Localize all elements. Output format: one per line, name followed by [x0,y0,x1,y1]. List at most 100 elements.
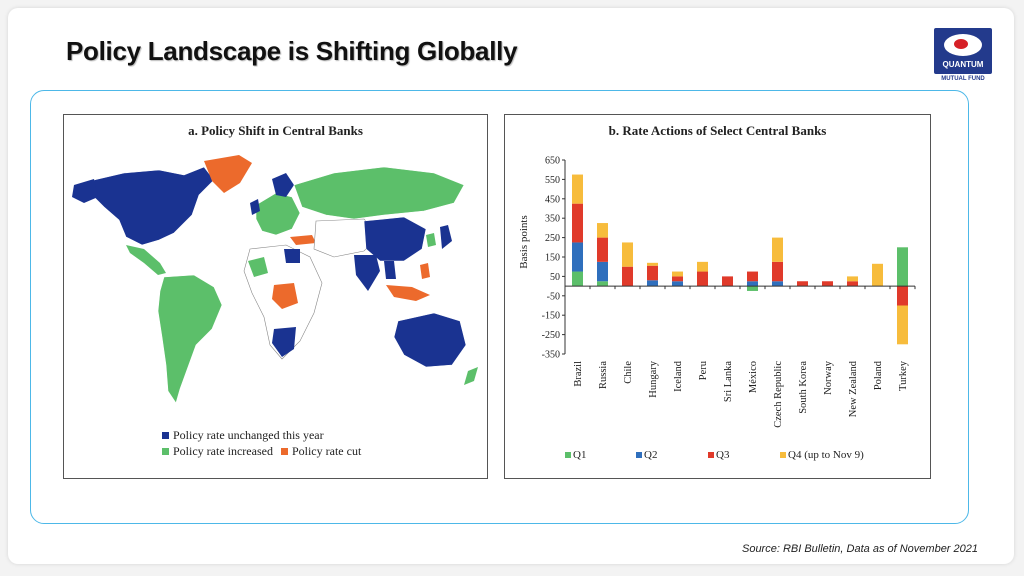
legend-label-unchanged: Policy rate unchanged this year [173,427,324,442]
bar-iceland-q2 [672,281,683,287]
legend-label-q2: Q2 [644,449,657,461]
legend-swatch-q4 [780,452,786,458]
world-map [72,155,478,404]
map-thailand [384,261,396,279]
x-tick-label: Chile [623,361,634,384]
y-tick-label: 250 [545,233,560,244]
map-japan [440,225,452,249]
bar-czech-republic-q4 [772,237,783,262]
y-axis-label: Basis points [518,215,530,268]
bar-sri-lanka-q3 [722,276,733,287]
map-new-zealand [464,367,478,385]
legend-label-q1: Q1 [573,449,586,461]
y-tick-label: 650 [545,156,560,167]
bar-brazil-q1 [572,271,583,287]
bar-czech-republic-q2 [772,281,783,287]
legend-swatch-increased [162,447,169,455]
map-china [363,216,427,262]
bar-brazil-q2 [572,242,583,272]
y-tick-label: -350 [542,350,560,361]
bar-mexico-q1 [747,286,758,291]
x-tick-label: Czech Republic [773,361,784,428]
bar-new-zealand-q4 [847,276,858,282]
bar-brazil-q3 [572,203,583,243]
bar-russia-q2 [597,261,608,282]
map-legend: Policy rate unchanged this year Policy r… [162,427,361,459]
map-central-america [126,245,166,275]
bar-turkey-q3 [897,286,908,306]
x-tick-label: New Zealand [848,360,859,417]
y-tick-label: 450 [545,194,560,205]
y-tick-label: -50 [547,291,560,302]
logo-name: QUANTUM [942,60,984,69]
map-europe [255,192,301,236]
bar-russia-q3 [597,237,608,262]
rate-actions-chart: 650 550 450 350 250 150 50 -50 -150 -250 -350 Basis… [518,156,916,461]
map-korea [426,233,436,247]
map-north-america [91,166,215,246]
map-central-asia [313,218,381,258]
x-tick-label: Turkey [898,360,909,391]
bar-south-korea-q3 [797,281,808,287]
bar-hungary-q2 [647,280,658,287]
legend-item-increased-cut: Policy rate increased Policy rate cut [162,443,361,459]
y-tick-label: 550 [545,175,560,186]
bar-norway-q3 [822,281,833,287]
y-tick-label: -250 [542,330,560,341]
map-turkey [290,235,316,245]
bar-peru-q4 [697,261,708,272]
bar-chart-panel: b. Rate Actions of Select Central Banks … [504,114,931,479]
map-southeast-asia [386,285,430,301]
bar-brazil-q4 [572,174,583,204]
legend-swatch-q3 [708,452,714,458]
legend-label-q3: Q3 [716,449,730,461]
quantum-logo: QUANTUM MUTUAL FUND [934,28,992,88]
bar-new-zealand-q3 [847,281,858,287]
bar-hungary-q4 [647,262,658,266]
bar-czech-republic-q3 [772,261,783,282]
bar-mexico-q2 [747,281,758,287]
chart-title: b. Rate Actions of Select Central Banks [608,123,827,138]
legend-swatch-q1 [565,452,571,458]
y-tick-label: 150 [545,253,560,264]
bar-chile-q4 [622,242,633,267]
logo-subtitle: MUTUAL FUND [941,76,985,82]
logo-emblem: QUANTUM [934,28,992,74]
map-uk [250,199,260,215]
map-egypt [284,249,300,263]
source-note: Source: RBI Bulletin, Data as of Novembe… [741,543,978,555]
map-africa-west [248,257,268,277]
map-title: a. Policy Shift in Central Banks [188,123,363,138]
bar-russia-q4 [597,223,608,238]
bar-peru-q3 [697,271,708,287]
map-india [354,255,380,291]
x-tick-label: Poland [873,360,884,390]
bar-chile-q3 [622,266,633,287]
map-south-africa [272,327,296,357]
bar-iceland-q3 [672,276,683,282]
map-greenland [204,155,252,193]
x-tick-label: Hungary [648,360,659,397]
x-tick-label: Russia [598,361,609,389]
legend-label-q4: Q4 (up to Nov 9) [788,449,864,461]
y-tick-label: 50 [550,272,560,283]
map-africa-central [272,283,298,309]
bar-russia-q1 [597,281,608,287]
x-tick-label: Sri Lanka [723,361,734,402]
map-australia [393,312,467,368]
legend-swatch-unchanged [162,431,169,439]
x-tick-label: Norway [823,360,834,395]
map-south-america [157,274,223,404]
x-tick-label: Brazil [573,361,584,387]
y-tick-label: -150 [542,311,560,322]
legend-swatch-cut [280,447,288,455]
map-alaska [72,179,98,203]
map-panel: a. Policy Shift in Central Banks [63,114,488,479]
bar-hungary-q3 [647,265,658,281]
bar-iceland-q4 [672,271,683,277]
map-scandinavia [272,173,294,197]
map-russia [293,166,465,220]
page-title: Policy Landscape is Shifting Globally [66,36,518,66]
x-tick-label: México [748,361,759,393]
bar-turkey-q4 [897,305,908,345]
